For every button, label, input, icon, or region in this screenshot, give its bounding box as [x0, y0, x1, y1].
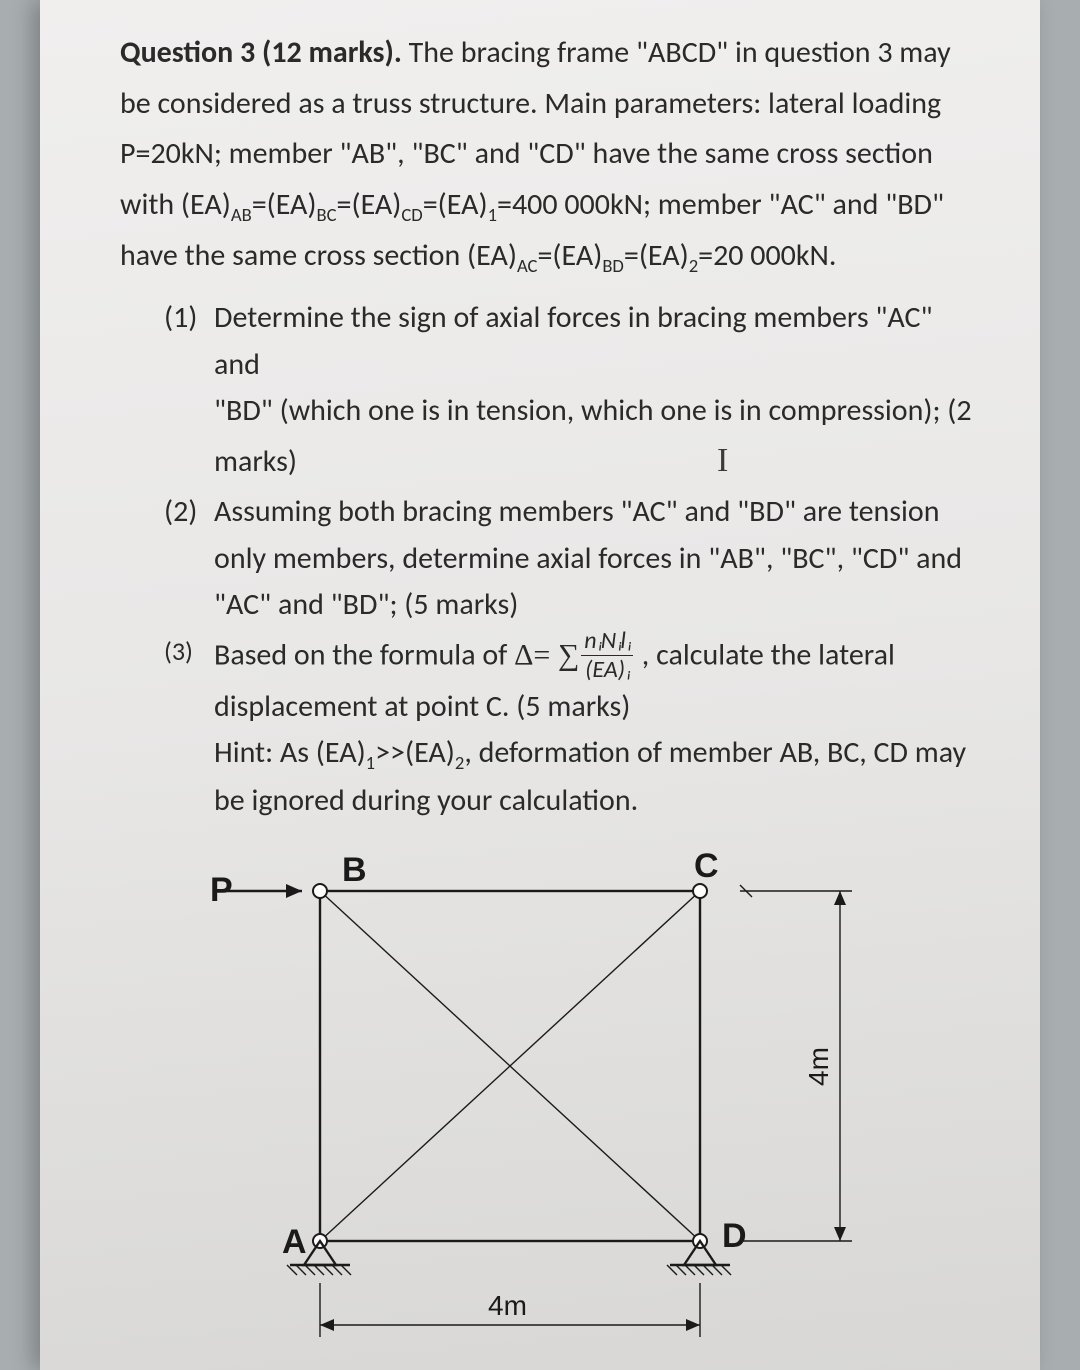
- svg-text:P: P: [210, 871, 233, 909]
- question-line: P=20kN; member "AB", "BC" and "CD" have …: [120, 131, 980, 178]
- question-number: Question 3 (12 marks).: [120, 34, 402, 71]
- svg-text:4m: 4m: [803, 1047, 834, 1086]
- svg-text:B: B: [342, 851, 367, 889]
- question-heading: Question 3 (12 marks). The bracing frame…: [120, 30, 980, 77]
- truss-diagram: P B C A D 4m 4m: [120, 831, 980, 1351]
- svg-text:4m: 4m: [488, 1290, 527, 1321]
- svg-text:A: A: [282, 1223, 307, 1261]
- text-cursor-icon: I: [717, 435, 728, 488]
- document-page: Question 3 (12 marks). The bracing frame…: [40, 0, 1040, 1370]
- question-line: have the same cross section (EA)AC=(EA)B…: [120, 233, 980, 281]
- question-line: with (EA)AB=(EA)BC=(EA)CD=(EA)1=400 000k…: [120, 182, 980, 230]
- truss-svg: P B C A D 4m 4m: [170, 831, 930, 1351]
- part-3: (3) Based on the formula of Δ= ∑nᵢNᵢlᵢ(E…: [164, 631, 980, 825]
- fraction: nᵢNᵢlᵢ(EA)ᵢ: [581, 629, 633, 682]
- part-1: (1) Determine the sign of axial forces i…: [164, 295, 980, 487]
- question-line: be considered as a truss structure. Main…: [120, 81, 980, 128]
- svg-text:D: D: [722, 1217, 747, 1255]
- parts-list: (1) Determine the sign of axial forces i…: [164, 295, 980, 825]
- part-2: (2) Assuming both bracing members "AC" a…: [164, 489, 980, 629]
- svg-text:C: C: [694, 847, 719, 885]
